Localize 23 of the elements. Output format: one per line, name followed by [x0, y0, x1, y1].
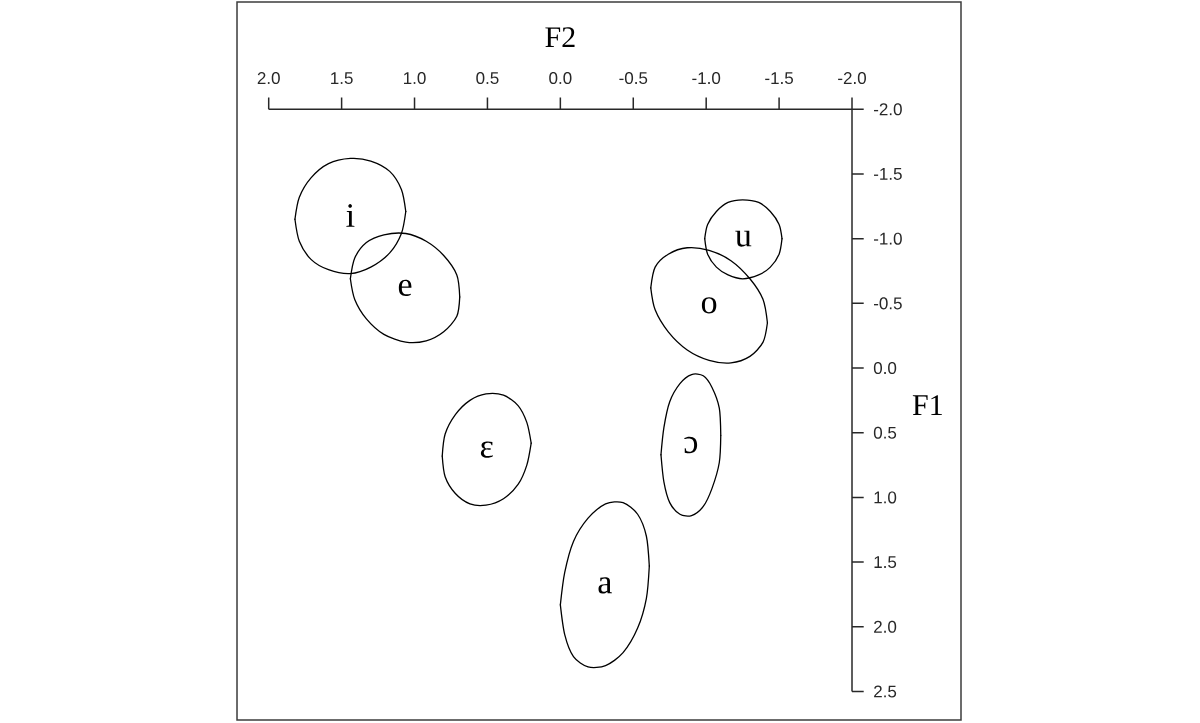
x-tick-label: 1.0 — [404, 72, 426, 85]
y-tick-label: 2.0 — [874, 620, 897, 633]
y-tick-label: 1.0 — [874, 491, 897, 504]
y-tick-label: -1.0 — [873, 232, 902, 245]
y-tick-label: 2.5 — [874, 685, 897, 698]
x-tick-label: 0.0 — [549, 72, 572, 85]
y-tick-label: -1.5 — [873, 168, 902, 180]
x-tick-label: -0.5 — [619, 72, 648, 85]
y-tick-label: -0.5 — [873, 297, 902, 310]
x-tick-label: -1.5 — [765, 72, 794, 85]
x-tick-label: -2.0 — [838, 72, 866, 85]
y-tick-label: 1.5 — [874, 556, 897, 569]
x-tick-label: 1.5 — [331, 72, 353, 85]
y-tick-label: -2.0 — [873, 103, 902, 116]
series-label: o — [701, 297, 717, 314]
x-tick-label: 2.0 — [257, 72, 280, 85]
y-tick-label: 0.0 — [873, 362, 897, 375]
y-tick-label: 0.5 — [873, 426, 897, 439]
x-axis-title: F2 — [545, 27, 575, 48]
x-tick-label: 0.5 — [476, 72, 499, 85]
y-axis-title: F1 — [912, 395, 942, 415]
x-tick-label: -1.0 — [692, 72, 721, 85]
series-label: e — [398, 279, 412, 297]
